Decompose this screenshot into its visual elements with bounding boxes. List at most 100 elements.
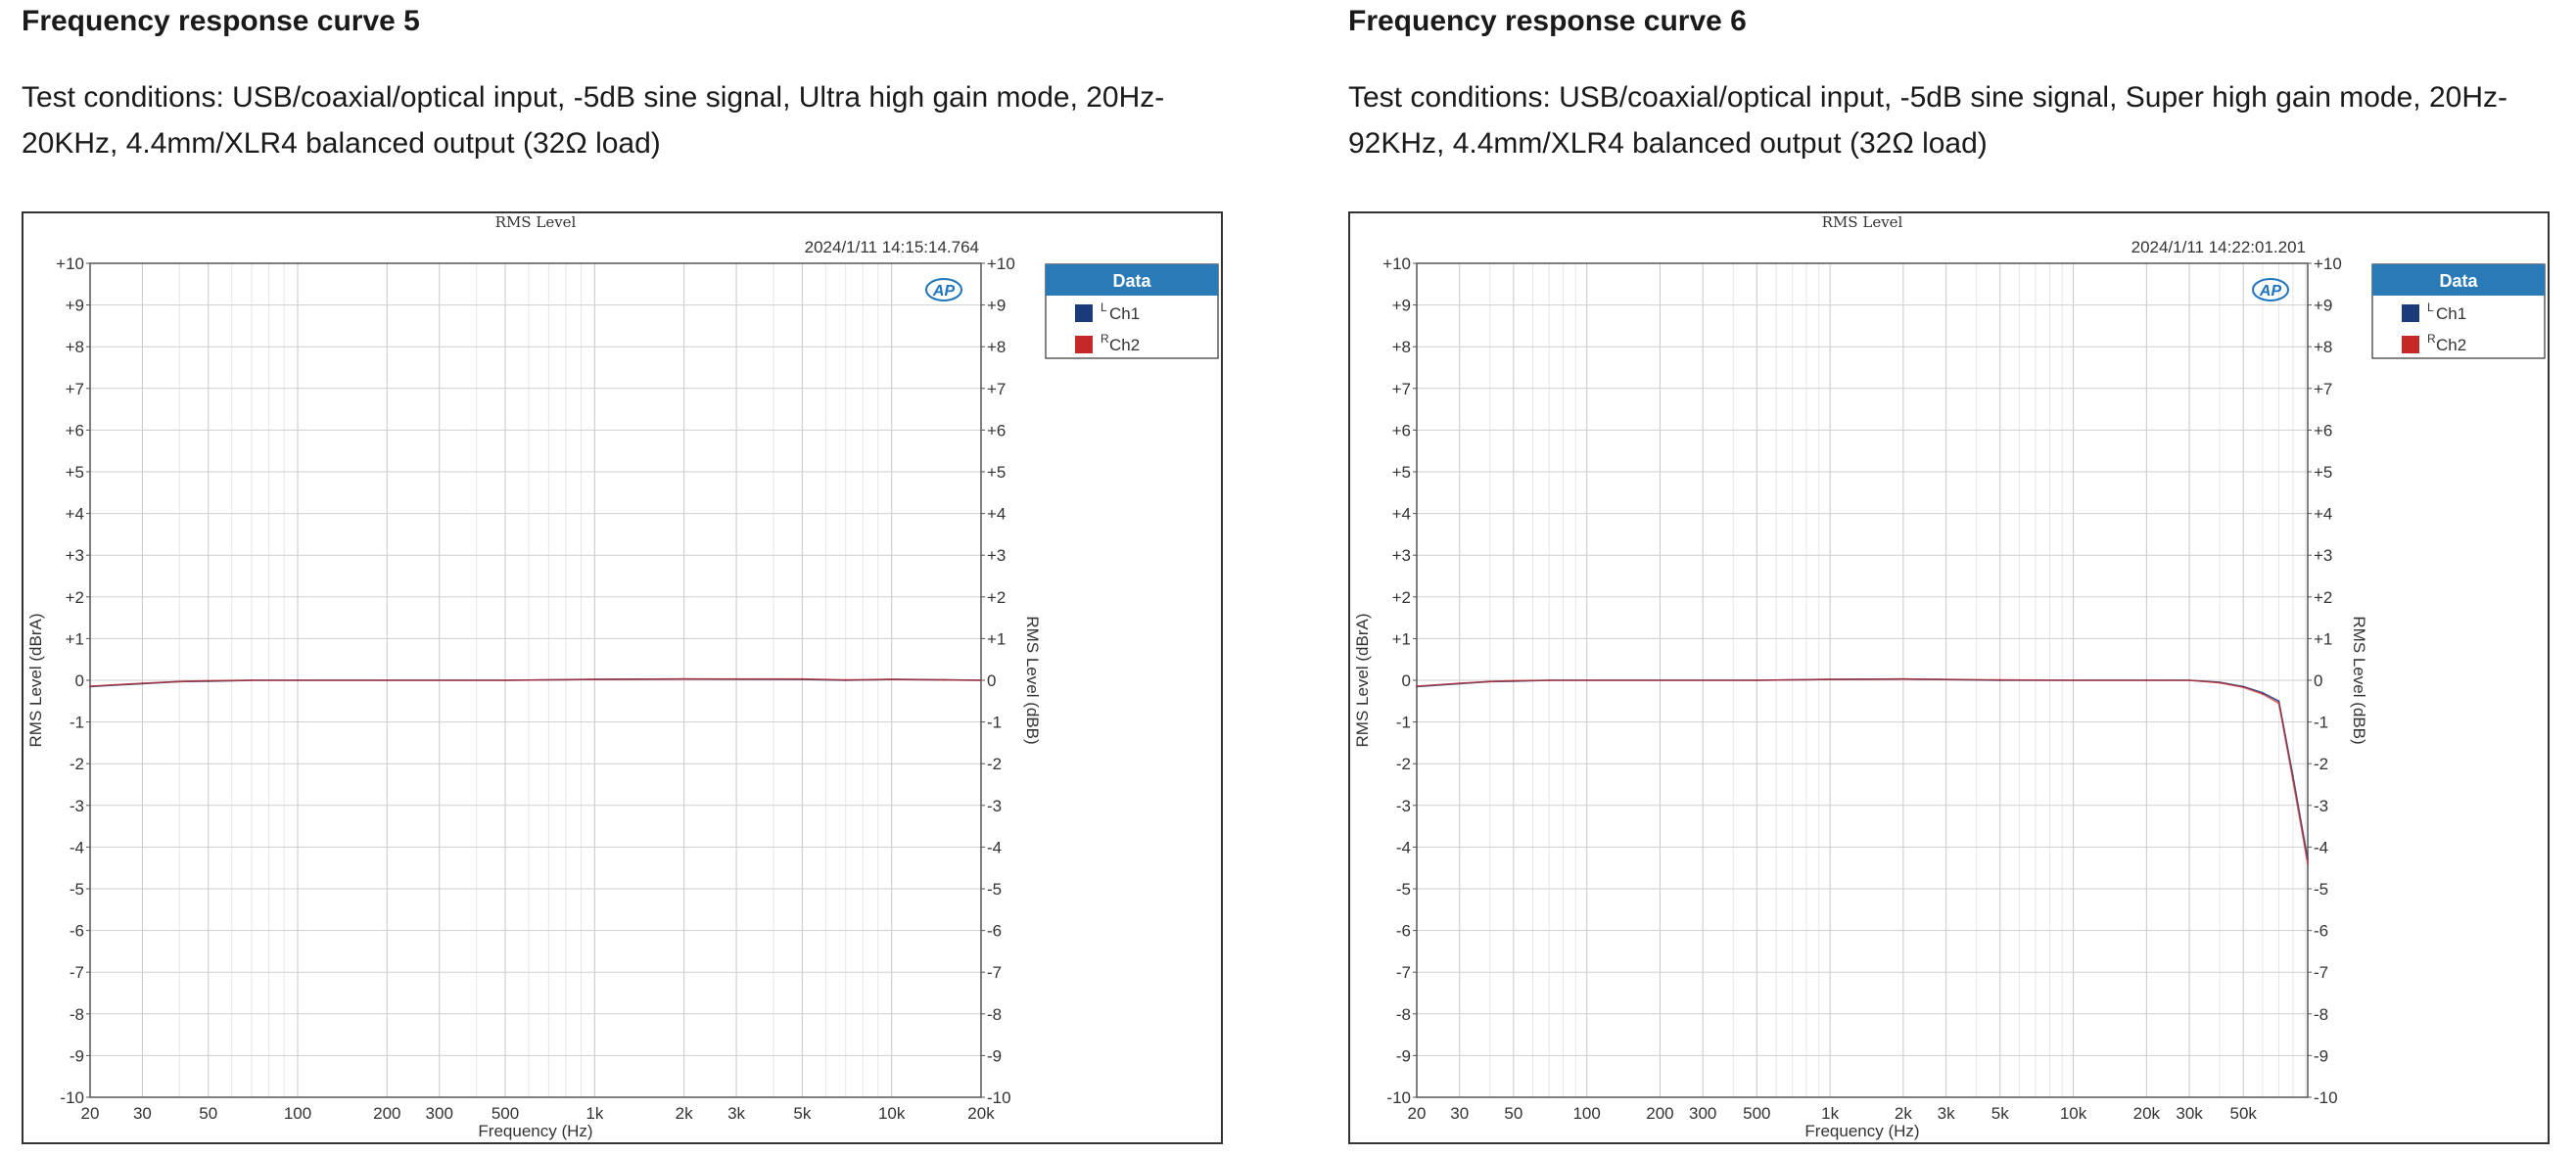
y-tick-label-left: -7 [70,963,84,982]
data-point [2307,862,2309,865]
data-point [943,678,945,681]
data-point [1756,679,1758,681]
x-tick-label: 50 [1504,1104,1522,1123]
y-tick-label-left: -5 [1396,880,1411,899]
y-tick-label-left: +7 [66,380,84,398]
y-tick-label-right: -6 [2314,922,2328,941]
legend-label: Ch2 [2436,336,2466,354]
data-point [1416,685,1418,687]
y-tick-label-right: +10 [987,254,1015,273]
y-tick-label-left: +3 [66,546,84,565]
legend-header [2372,264,2545,296]
y-tick-label-right: -3 [2314,797,2328,815]
data-point [844,678,847,681]
y-tick-label-right: -8 [2314,1005,2328,1024]
data-point [178,680,181,683]
series-line-ch2 [89,677,982,687]
y-tick-label-right: +5 [987,463,1006,482]
y-tick-label-right: -4 [987,838,1002,856]
data-point [1548,679,1550,681]
y-tick-label-right: -1 [987,714,1002,732]
x-tick-label: 50 [199,1104,217,1123]
ap-logo-ring [2252,278,2289,301]
test-conditions: Test conditions: USB/coaxial/optical inp… [1348,81,2507,160]
data-point [297,679,299,681]
y-tick-label-right: +2 [2314,588,2332,607]
x-tick-label: 200 [373,1104,400,1123]
x-tick-label: 20 [1408,1104,1427,1123]
x-tick-label: 500 [492,1104,519,1123]
data-point [2277,702,2280,705]
chart-frame: RMS Level 2024/1/11 14:15:14.764 +10 +10 +9 +… [22,211,1223,1144]
data-point [593,678,596,680]
chart-timestamp: 2024/1/11 14:15:14.764 [805,238,979,256]
legend-swatch [2402,336,2419,353]
y-tick-label-right: -5 [2314,880,2328,899]
ap-logo-text: AP [932,283,956,300]
y-tick-label-left: +10 [56,254,84,273]
x-axis-label: Frequency (Hz) [478,1122,592,1140]
y-axis-label-right: RMS Level (dBB) [1023,616,1042,744]
y-tick-label-left: -10 [1386,1088,1411,1107]
y-tick-label-right: -8 [987,1005,1002,1024]
legend-channel-sup: L [2427,301,2434,314]
x-axis-label: Frequency (Hz) [1804,1122,1919,1140]
data-point [1488,680,1491,683]
y-tick-label-right: -6 [987,922,1002,941]
y-axis-label-right: RMS Level (dBB) [2350,616,2368,744]
y-tick-label-left: -8 [70,1005,84,1024]
legend-channel-sup: R [2427,332,2436,346]
chart-title: RMS Level [1822,213,1903,231]
panel-heading: Frequency response curve 5 [22,5,420,37]
legend-label: Ch2 [1109,336,1140,354]
x-tick-label: 500 [1743,1104,1770,1123]
data-point [1829,678,1831,680]
data-point [2219,681,2221,684]
y-tick-label-right: +4 [987,505,1006,524]
data-point [2188,679,2190,681]
x-tick-label: 30 [133,1104,152,1123]
y-tick-label-left: -8 [1396,1005,1411,1024]
y-tick-label-right: 0 [987,671,996,690]
y-tick-label-left: +2 [1392,588,1411,607]
y-tick-label-right: -2 [2314,755,2328,773]
legend-title: Data [1112,271,1151,291]
y-tick-label-left: +8 [66,338,84,356]
data-point [141,682,144,684]
y-tick-label-right: -7 [987,963,1002,982]
y-tick-label-left: -6 [1396,922,1411,941]
legend-channel-sup: L [1101,301,1107,314]
legend-channel-sup: R [1101,332,1109,346]
data-point [801,677,804,680]
data-point [386,679,389,681]
x-tick-label: 200 [1646,1104,1673,1123]
y-tick-label-right: -7 [2314,963,2328,982]
y-tick-label-left: +4 [66,505,84,524]
y-tick-label-left: -1 [1396,714,1411,732]
x-tick-label: 30 [1450,1104,1469,1123]
chart-timestamp: 2024/1/11 14:22:01.201 [2131,238,2306,256]
y-tick-label-left: -4 [1396,838,1411,856]
y-tick-label-right: +1 [2314,629,2332,648]
y-tick-label-right: +3 [987,546,1006,565]
y-tick-label-right: +9 [987,297,1006,315]
x-tick-label: 1k [1821,1104,1839,1123]
legend-swatch [2402,304,2419,322]
legend-swatch [1075,336,1093,353]
y-tick-label-right: -4 [2314,838,2328,856]
x-tick-label: 300 [1689,1104,1716,1123]
chart-frame: RMS Level 2024/1/11 14:22:01.201 +10 +10 +9 +… [1348,211,2550,1144]
y-tick-label-left: -10 [60,1088,84,1107]
x-tick-label: 5k [793,1104,811,1123]
ap-logo-text: AP [2259,283,2282,300]
y-tick-label-right: +6 [2314,421,2332,439]
y-tick-label-right: +3 [2314,546,2332,565]
y-tick-label-right: -1 [2314,714,2328,732]
data-point [89,685,91,687]
y-tick-label-left: +9 [66,297,84,315]
y-tick-label-left: -6 [70,922,84,941]
y-tick-label-left: -2 [1396,755,1411,773]
y-tick-label-left: +1 [66,629,84,648]
y-tick-label-left: -9 [1396,1046,1411,1065]
